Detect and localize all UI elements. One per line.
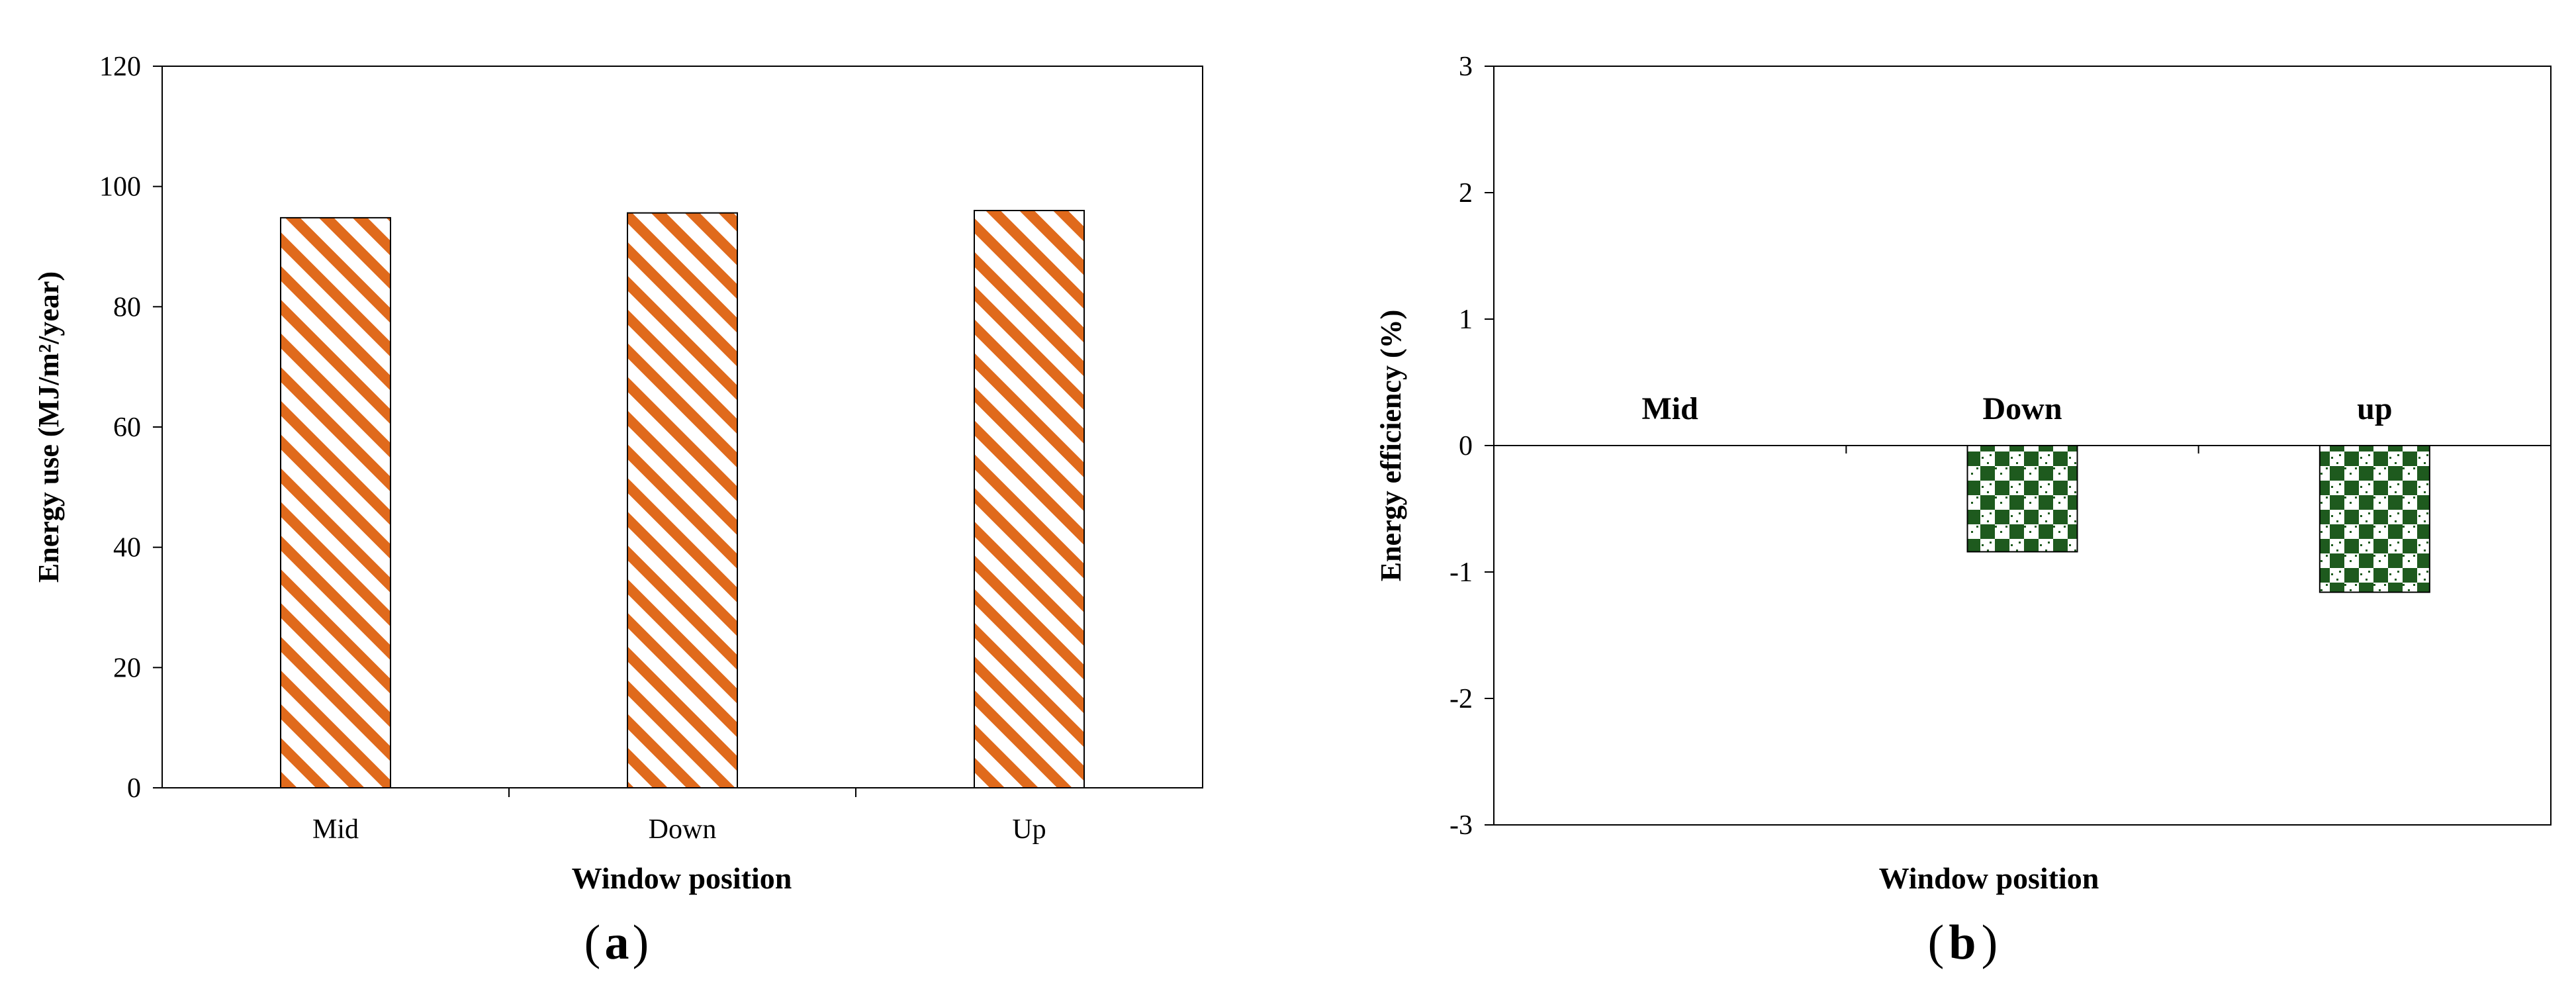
panel-b-y-tick-label: 0 [1459,431,1473,461]
panel-a-y-tick-label: 60 [113,412,141,443]
panel-b-bars [1966,445,2430,593]
panel-a-bar-up [974,210,1085,788]
panel-b-category-label: Mid [1641,391,1698,426]
panel-b-y-axis-title: Energy efficiency (%) [1375,310,1407,582]
panel-a-x-tick-label: Mid [312,814,359,845]
panel-a-bar-mid [280,216,391,788]
panel-b-y-tick-label: -2 [1449,684,1473,714]
panel-b-energy-efficiency-chart: 3 2 1 0 -1 -2 -3 Mid Down up Energy efficiency (… [1375,52,2552,970]
panel-a-label-open-paren: ( [584,916,601,970]
panel-a-bar-down [627,212,738,788]
panel-a-x-axis: Mid Down Up [312,788,1046,845]
panel-a-label-close-paren: ) [633,916,649,970]
panel-a-y-axis: 0 20 40 60 80 100 120 [99,52,162,804]
panel-b-y-tick-label: -1 [1449,557,1473,588]
panel-b-y-tick-label: 2 [1459,178,1473,209]
panel-b-bar-down [1966,445,2078,553]
panel-a-x-tick-label: Up [1012,814,1046,845]
panel-a-y-tick-label: 100 [99,172,141,203]
panel-b-y-tick-label: 3 [1459,52,1473,82]
panel-a-y-tick-label: 0 [127,773,141,804]
panel-b-bar-up [2319,445,2430,593]
panel-a-bars [280,210,1085,788]
panel-a-y-tick-label: 40 [113,533,141,563]
panel-a-label: a [605,916,629,970]
panel-a-y-axis-title: Energy use (MJ/m²/year) [32,271,65,583]
panel-a-x-axis-title: Window position [572,861,792,895]
panel-b-y-axis: 3 2 1 0 -1 -2 -3 [1449,52,1494,841]
panel-b-label-open-paren: ( [1928,916,1945,970]
panel-b-y-tick-label: 1 [1459,305,1473,335]
panel-a-y-tick-label: 120 [99,52,141,82]
panel-a-y-tick-label: 80 [113,292,141,322]
panel-b-category-label: Down [1982,391,2062,426]
panel-b-x-axis: Mid Down up [1494,391,2551,453]
panel-a-y-tick-label: 20 [113,653,141,683]
panel-a-x-tick-label: Down [649,814,717,845]
panel-b-label: b [1949,916,1976,970]
panel-b-x-axis-title: Window position [1879,861,2099,895]
panel-b-y-tick-label: -3 [1449,810,1473,841]
panel-b-category-label: up [2357,391,2392,426]
panel-b-label-close-paren: ) [1982,916,1998,970]
panel-a-energy-use-chart: 0 20 40 60 80 100 120 Mid Down Up Energy use (MJ… [32,52,1203,970]
